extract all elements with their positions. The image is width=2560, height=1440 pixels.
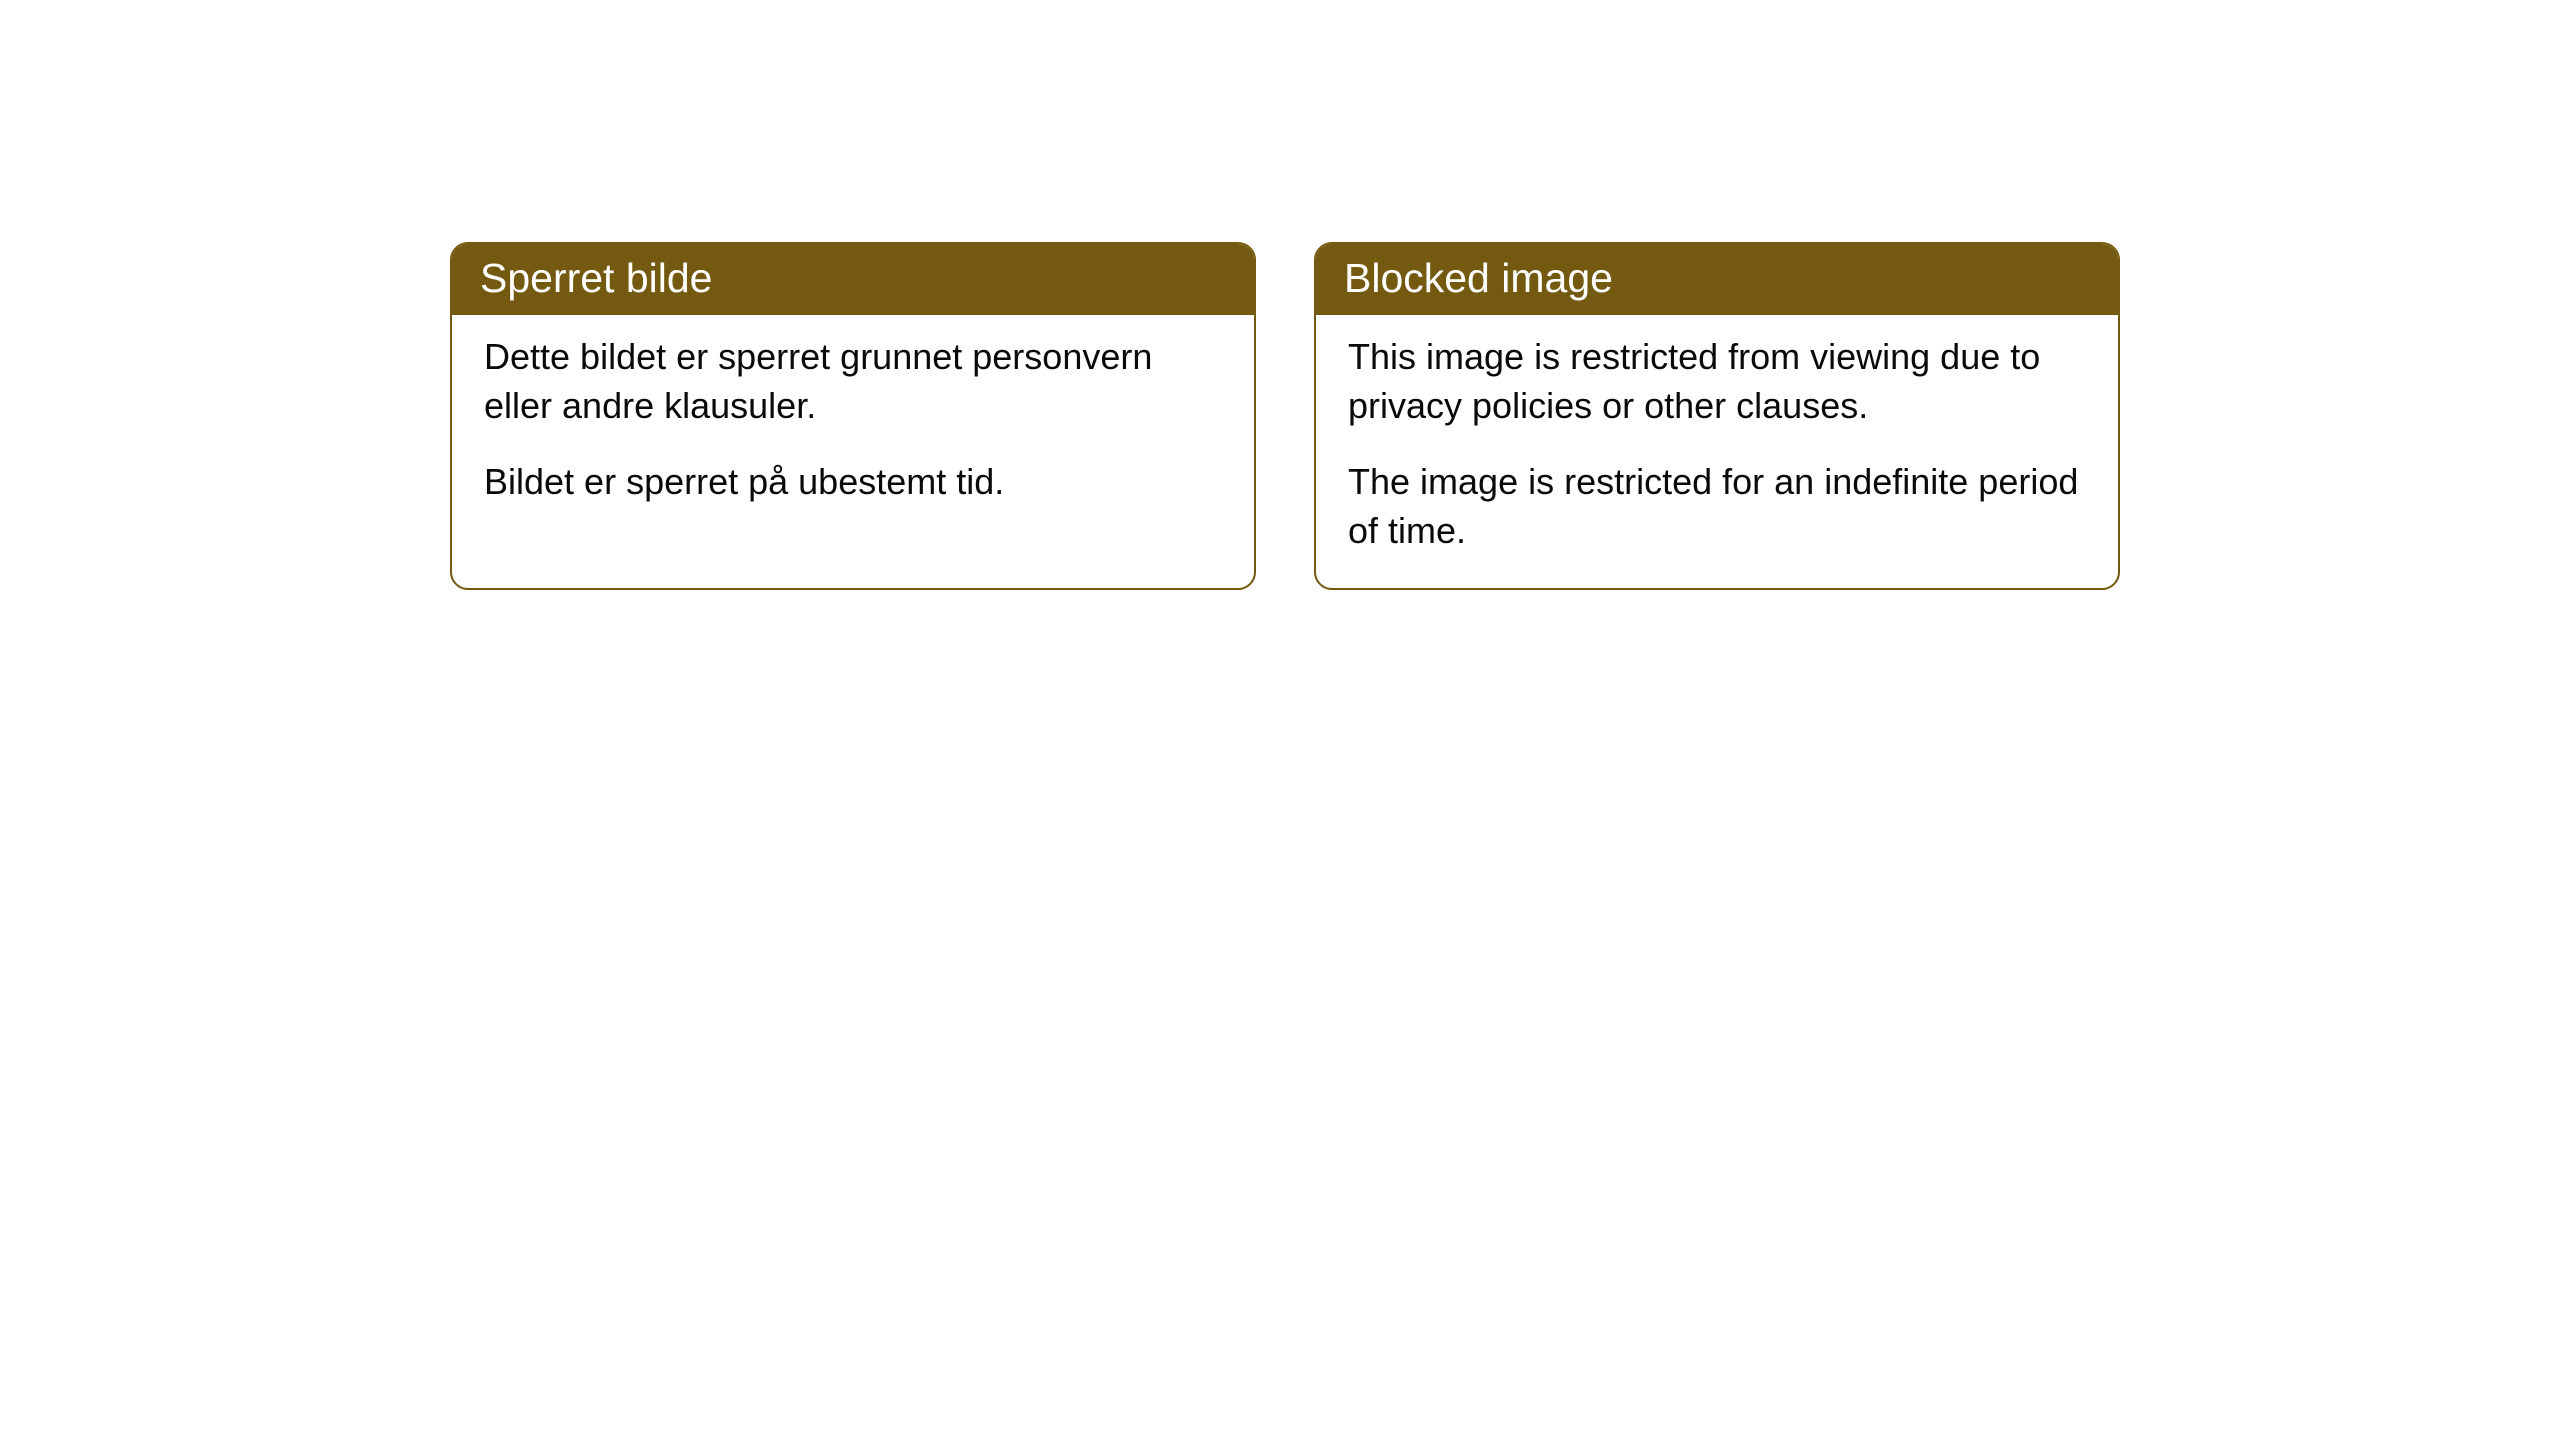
notice-card-norwegian: Sperret bilde Dette bildet er sperret gr… <box>450 242 1256 590</box>
notice-header: Blocked image <box>1316 244 2118 315</box>
notice-paragraph: Bildet er sperret på ubestemt tid. <box>484 458 1222 507</box>
notice-paragraph: Dette bildet er sperret grunnet personve… <box>484 333 1222 430</box>
notice-title: Sperret bilde <box>480 255 712 301</box>
notice-title: Blocked image <box>1344 255 1613 301</box>
notice-card-english: Blocked image This image is restricted f… <box>1314 242 2120 590</box>
notice-paragraph: This image is restricted from viewing du… <box>1348 333 2086 430</box>
notice-paragraph: The image is restricted for an indefinit… <box>1348 458 2086 555</box>
notice-container: Sperret bilde Dette bildet er sperret gr… <box>450 242 2120 590</box>
notice-header: Sperret bilde <box>452 244 1254 315</box>
notice-body: Dette bildet er sperret grunnet personve… <box>452 315 1254 539</box>
notice-body: This image is restricted from viewing du… <box>1316 315 2118 587</box>
